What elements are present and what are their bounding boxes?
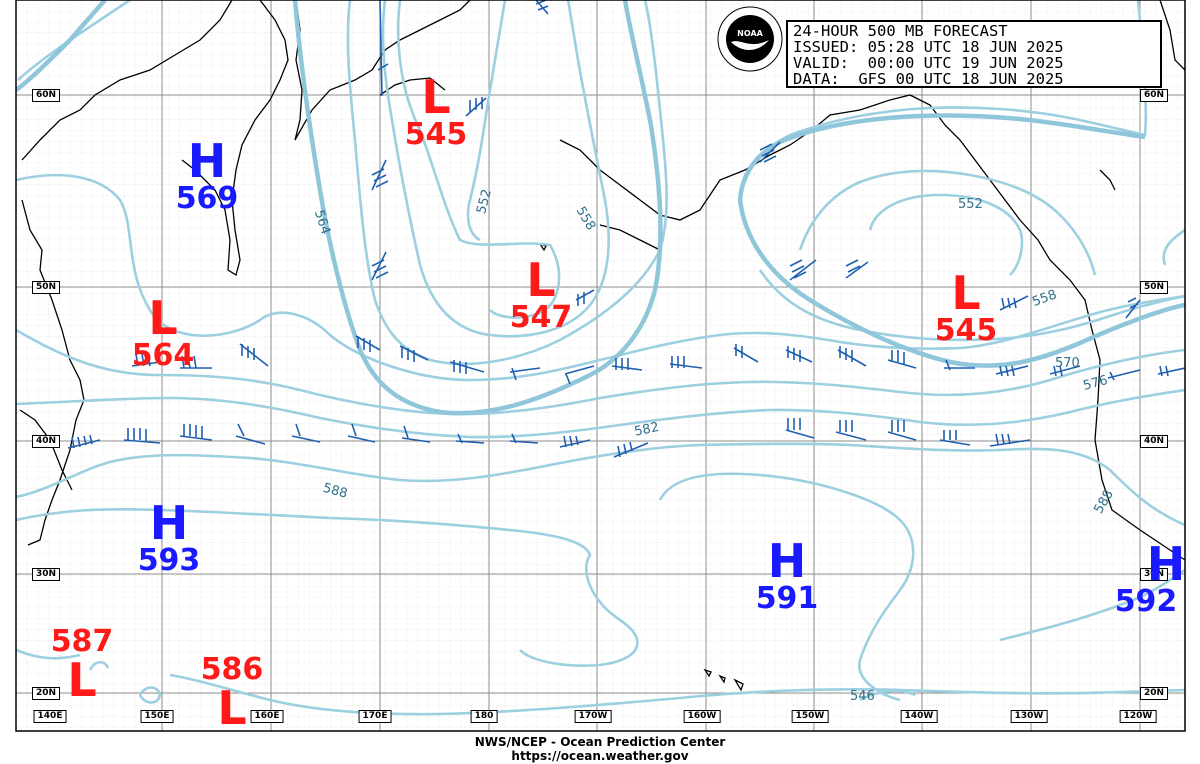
- contour-label: 552: [474, 188, 495, 216]
- low-value: 545: [404, 117, 468, 152]
- header-issued: ISSUED: 05:28 UTC 18 JUN 2025: [793, 38, 1064, 56]
- high-569: H 569: [176, 138, 239, 214]
- high-value: 569: [175, 181, 239, 216]
- low-marker: L: [421, 70, 451, 124]
- high-value: 593: [137, 543, 201, 578]
- lon-label-140w: 140W: [900, 710, 938, 723]
- lon-label-180: 180: [470, 710, 498, 723]
- low-564: L 564: [132, 295, 195, 371]
- lat-label-50n-right: 50N: [1140, 281, 1169, 294]
- low-marker: L: [951, 266, 981, 320]
- footer-url[interactable]: https://ocean.weather.gov: [511, 749, 689, 763]
- thick-contours: [16, 0, 1185, 416]
- low-value: 547: [509, 300, 573, 335]
- lon-label-140e: 140E: [33, 710, 67, 723]
- lon-label-150w: 150W: [791, 710, 829, 723]
- high-value: 591: [755, 581, 819, 616]
- contour-label: 552: [958, 197, 983, 212]
- wind-barbs: [67, 0, 1185, 458]
- lat-label-40n-right: 40N: [1140, 435, 1169, 448]
- high-marker: H: [187, 134, 227, 188]
- high-marker: H: [1146, 537, 1186, 591]
- lon-label-170w: 170W: [574, 710, 612, 723]
- contour-label: 582: [633, 420, 660, 440]
- low-marker: L: [148, 291, 178, 345]
- low-value: 545: [934, 313, 998, 348]
- lon-label-170e: 170E: [358, 710, 392, 723]
- low-value: 586: [200, 652, 264, 687]
- lat-label-60n-right: 60N: [1140, 89, 1169, 102]
- lon-label-160e: 160E: [250, 710, 284, 723]
- low-marker: L: [67, 653, 97, 707]
- lat-label-20n-right: 20N: [1140, 687, 1169, 700]
- noaa-logo: NOAA: [717, 6, 783, 72]
- header-title: 24-HOUR 500 MB FORECAST: [793, 22, 1008, 40]
- high-593: H 593: [138, 500, 201, 576]
- lon-label-120w: 120W: [1119, 710, 1157, 723]
- lat-label-30n-right: 30N: [1140, 568, 1169, 581]
- lat-label-40n: 40N: [32, 435, 61, 448]
- lat-label-30n: 30N: [32, 568, 61, 581]
- contour-label: 588: [321, 481, 349, 502]
- low-value: 564: [131, 338, 195, 373]
- high-591: H 591: [756, 538, 819, 614]
- lat-label-60n: 60N: [32, 89, 61, 102]
- contour-label: 564: [311, 208, 333, 236]
- lon-label-160w: 160W: [683, 710, 721, 723]
- high-marker: H: [767, 534, 807, 588]
- map-frame: [15, 0, 1186, 732]
- height-contours: [16, 0, 1185, 716]
- contour-label: 546: [850, 689, 875, 704]
- forecast-header: 24-HOUR 500 MB FORECAST ISSUED: 05:28 UTC…: [786, 20, 1162, 88]
- low-value: 587: [50, 624, 114, 659]
- svg-text:NOAA: NOAA: [737, 29, 763, 38]
- low-marker: L: [217, 681, 247, 735]
- low-586: 586 L: [200, 652, 264, 735]
- lon-label-130w: 130W: [1010, 710, 1048, 723]
- header-valid: VALID: 00:00 UTC 19 JUN 2025: [793, 54, 1064, 72]
- high-592: H 592: [1107, 541, 1186, 617]
- footer-agency: NWS/NCEP - Ocean Prediction Center: [474, 735, 726, 749]
- low-545-gulf: L 545: [935, 270, 998, 346]
- low-545-aleutian: L 545: [405, 74, 468, 150]
- low-587: 587 L: [50, 624, 114, 707]
- lon-label-150e: 150E: [140, 710, 174, 723]
- low-547: L 547: [510, 257, 573, 333]
- lat-label-20n: 20N: [32, 687, 61, 700]
- contour-label: 576: [1082, 373, 1110, 394]
- lat-label-50n: 50N: [32, 281, 61, 294]
- header-data: DATA: GFS 00 UTC 18 JUN 2025: [793, 70, 1064, 88]
- low-marker: L: [526, 253, 556, 307]
- high-marker: H: [149, 496, 189, 550]
- high-value: 592: [1114, 584, 1178, 619]
